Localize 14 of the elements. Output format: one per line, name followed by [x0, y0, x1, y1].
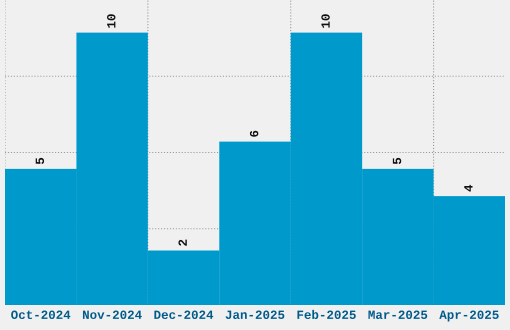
- data-label: 10: [321, 14, 330, 28]
- x-tick-label: Oct-2024: [11, 310, 70, 320]
- data-label: 6: [250, 130, 258, 137]
- x-tick-label: Mar-2025: [368, 310, 428, 320]
- x-tick-label: Dec-2024: [154, 310, 214, 320]
- data-label: 5: [392, 158, 402, 164]
- data-label: 2: [178, 240, 187, 246]
- data-label: 10: [107, 14, 116, 28]
- data-label: 5: [36, 158, 44, 164]
- x-tick-label: Apr-2025: [439, 310, 499, 322]
- x-tick-label: Jan-2025: [226, 310, 284, 320]
- data-label: 4: [464, 184, 473, 192]
- x-tick-label: Feb-2025: [297, 310, 356, 320]
- x-tick-label: Nov-2024: [82, 310, 142, 320]
